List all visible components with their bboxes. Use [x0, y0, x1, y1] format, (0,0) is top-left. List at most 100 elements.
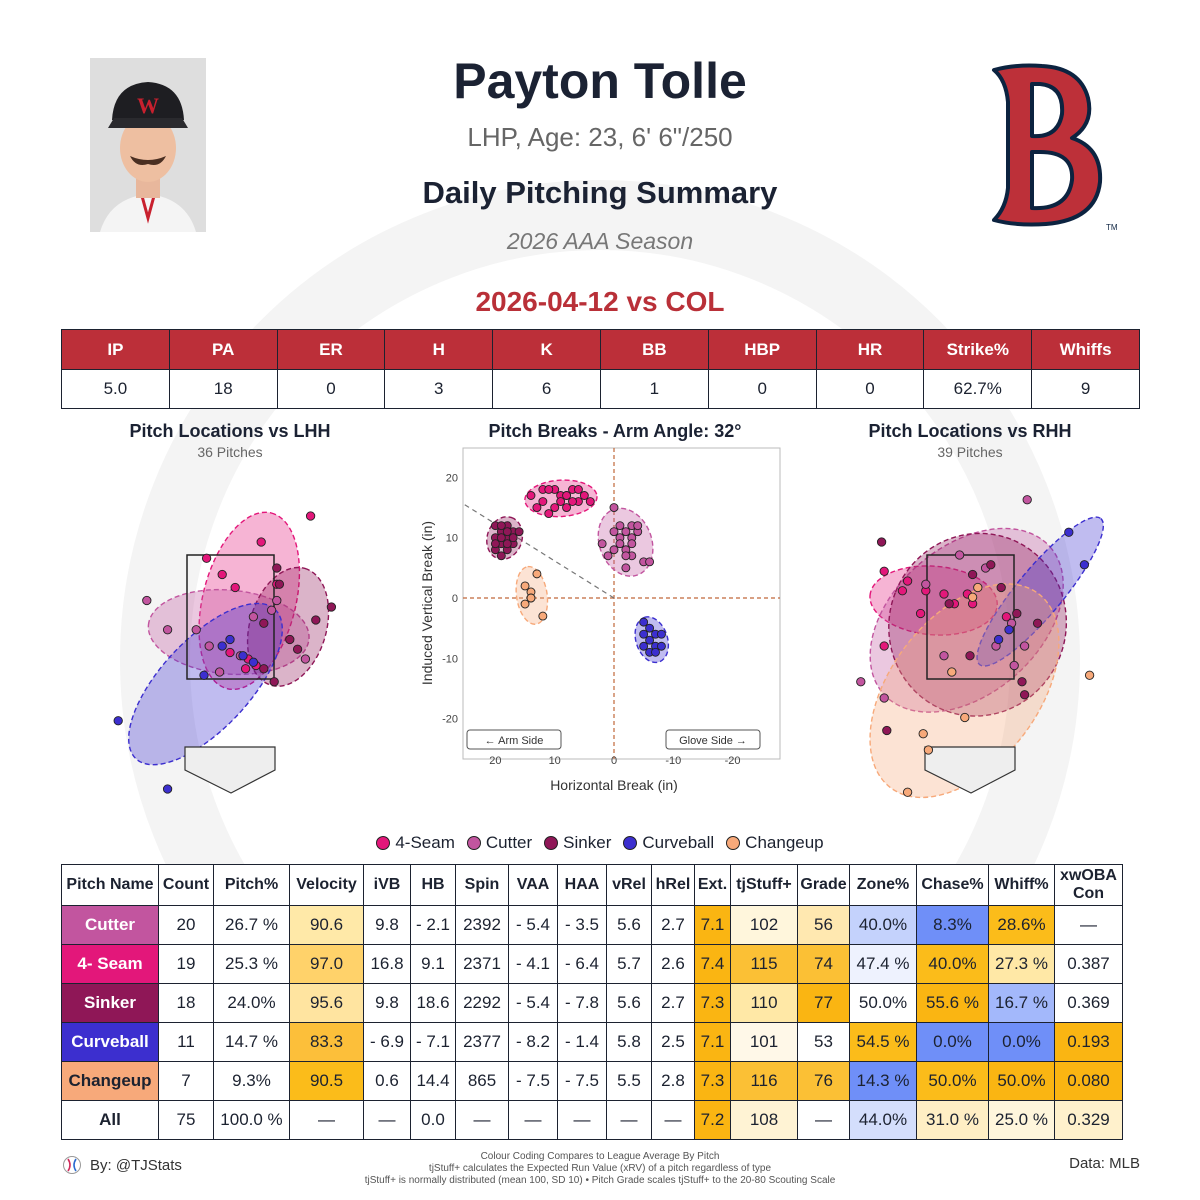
break-point-sinker [490, 539, 500, 549]
cell-vaa: - 5.4 [508, 983, 558, 1023]
col-header-count: Count [158, 864, 214, 906]
legend-label: Changeup [745, 833, 824, 852]
tjstats-logo-icon [63, 1156, 81, 1174]
box-value-er: 0 [276, 369, 386, 409]
lhh-point-cutter [142, 595, 152, 606]
lhh-point-4-seam [230, 582, 240, 593]
cell-vrel: 5.6 [606, 983, 652, 1023]
legend-label: Curveball [642, 833, 715, 852]
cell-ext-: 7.1 [694, 1022, 731, 1062]
lhh-plot-subtitle: 36 Pitches [197, 444, 263, 460]
cell-xwoba-con: 0.329 [1054, 1100, 1123, 1140]
box-value-hr: 0 [815, 369, 925, 409]
cell-ivb: - 6.9 [363, 1022, 411, 1062]
rhh-point-sinker [967, 569, 978, 580]
glove-side-box [665, 729, 761, 750]
rhh-point-cutter [1022, 495, 1032, 505]
rhh-point-4-seam [1001, 612, 1012, 622]
arm-angle-line [462, 503, 615, 599]
pitch-row-sinker: Sinker 18 24.0% 95.6 9.8 18.6 2292- 5.4- 7.8 5.… [61, 983, 1123, 1023]
break-point-changeup [520, 599, 530, 609]
break-point-changeup [538, 611, 548, 621]
cell-hrel: 2.6 [651, 944, 695, 984]
break-point-sinker [502, 527, 512, 537]
x-tick-label: 20 [489, 755, 501, 767]
rhh-point-curveball [1064, 527, 1074, 537]
box-header-h: H [384, 329, 494, 370]
lhh-point-sinker [269, 677, 279, 687]
rhh-point-cutter [1009, 660, 1019, 671]
cell-zone-: 47.4 % [849, 944, 917, 984]
col-header-grade: Grade [797, 864, 850, 906]
y-tick-label: 20 [446, 472, 458, 484]
x-tick-label: 10 [549, 755, 561, 767]
break-point-sinker [496, 521, 506, 531]
rhh-point-sinker [944, 599, 954, 609]
col-header-vrel: vRel [606, 864, 652, 906]
cell-velocity: 90.6 [289, 905, 364, 945]
cell-hrel: 2.7 [651, 905, 695, 945]
lhh-point-cutter [248, 612, 259, 622]
rhh-point-changeup [902, 787, 913, 797]
cell-tjstuff-: 101 [730, 1022, 798, 1062]
cell-vrel: — [606, 1100, 652, 1140]
y-axis-label: Induced Vertical Break (in) [419, 521, 435, 685]
col-header-pitch-: Pitch% [213, 864, 290, 906]
break-tick-labels: 20 10 0 -10 -20 20 10 0 -10 -20 [442, 472, 740, 767]
lhh-location-plot [113, 511, 337, 794]
cell-zone-: 40.0% [849, 905, 917, 945]
cell-count: 75 [158, 1100, 214, 1140]
cell-chase-: 31.0 % [916, 1100, 989, 1140]
pitch-name-cell: 4- Seam [61, 944, 159, 984]
footer-line-3: tjStuff+ is normally distributed (mean 1… [364, 1175, 836, 1186]
lhh-point-curveball [113, 716, 123, 726]
col-header-tjstuff-: tjStuff+ [730, 864, 798, 906]
legend-swatch [466, 836, 481, 850]
cell-grade: 56 [797, 905, 850, 945]
break-point-4-seam [579, 491, 589, 500]
byline-text: By: @TJStats [90, 1156, 182, 1174]
cell-whiff-: 16.7 % [988, 983, 1055, 1023]
lhh-point-4-seam [240, 664, 251, 674]
box-header-k: K [492, 329, 601, 370]
rhh-point-4-seam [902, 576, 913, 586]
cell-hb: 18.6 [410, 983, 456, 1023]
rhh-point-4-seam [915, 608, 926, 619]
pitch-row-changeup: Changeup 7 9.3% 90.5 0.6 14.4 865- 7.5- 7.5 5.5… [61, 1061, 1123, 1101]
pitch-name-cell: Cutter [61, 905, 159, 945]
cell-chase-: 55.6 % [916, 983, 989, 1023]
break-point-cutter [627, 539, 637, 549]
pitch-row-all: All 75 100.0 % — —0.0— — — — —7.2 108—44.0% 31.0 %… [61, 1100, 1123, 1140]
lhh-point-cutter [272, 595, 282, 606]
lhh-point-sinker [259, 664, 269, 674]
byline: By: @TJStats [62, 1155, 182, 1175]
rhh-ellipse-4-seam [869, 565, 998, 636]
lhh-point-sinker [272, 563, 282, 573]
rhh-point-curveball [1079, 560, 1090, 570]
x-axis-label: Horizontal Break (in) [550, 777, 678, 793]
arm-side-label: ← Arm Side [485, 735, 544, 747]
break-point-cutter [633, 521, 643, 531]
break-point-cutter [615, 539, 625, 549]
col-header-hb: HB [410, 864, 456, 906]
break-point-4-seam [550, 503, 560, 512]
cell-ext-: 7.3 [694, 1061, 731, 1101]
cell-whiff-: 27.3 % [988, 944, 1055, 984]
col-header-ext-: Ext. [694, 864, 731, 906]
cell-velocity: — [289, 1100, 364, 1140]
cell-vrel: 5.7 [606, 944, 652, 984]
cell-count: 11 [158, 1022, 214, 1062]
cell-zone-: 50.0% [849, 983, 917, 1023]
lhh-point-sinker [326, 602, 337, 612]
cell-haa: - 1.4 [557, 1022, 607, 1062]
cell-hb: 0.0 [410, 1100, 456, 1140]
cell-ext-: 7.4 [694, 944, 731, 984]
cell-whiff-: 0.0% [988, 1022, 1055, 1062]
box-value-k: 6 [492, 369, 601, 409]
cell-hrel: 2.8 [651, 1061, 695, 1101]
lhh-point-cutter [300, 654, 311, 664]
cell-whiff-: 25.0 % [988, 1100, 1055, 1140]
pitch-name-cell: Curveball [61, 1022, 159, 1062]
cell-vaa: — [508, 1100, 558, 1140]
lhh-point-curveball [238, 651, 248, 661]
